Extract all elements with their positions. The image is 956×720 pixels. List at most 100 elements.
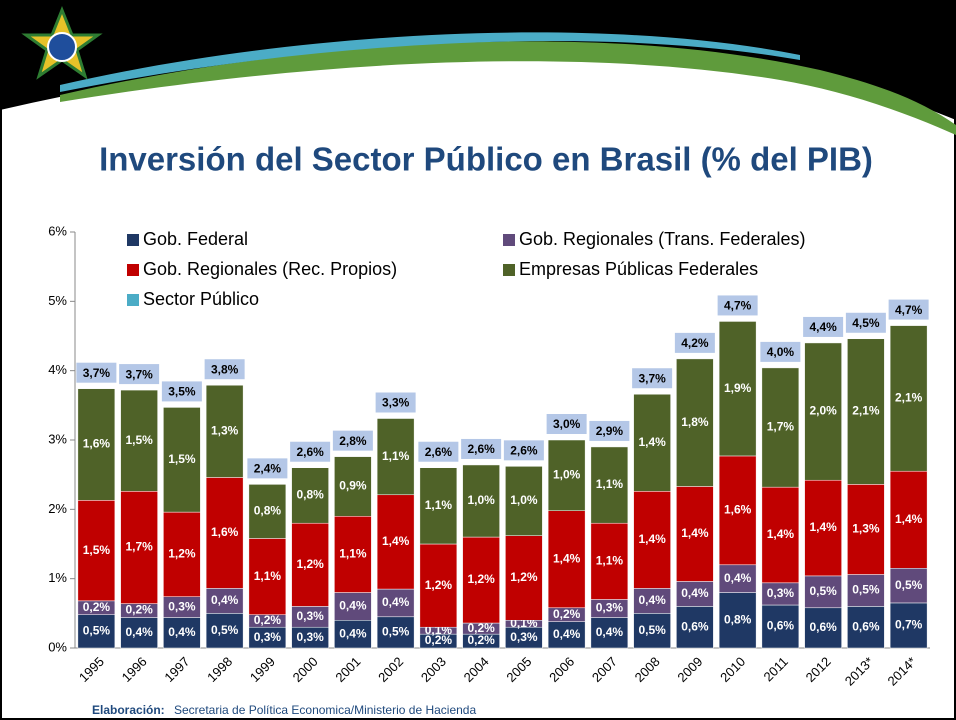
total-box bbox=[803, 316, 844, 337]
value-label: 2,1% bbox=[895, 391, 923, 405]
value-label: 0,3% bbox=[296, 609, 324, 623]
total-label: 2,4% bbox=[254, 462, 282, 476]
value-label: 0,3% bbox=[168, 599, 196, 613]
bar-segment bbox=[804, 575, 842, 609]
value-label: 1,4% bbox=[553, 551, 581, 565]
bar-segment bbox=[547, 621, 586, 649]
value-label: 1,0% bbox=[467, 493, 495, 507]
bar-segment bbox=[847, 606, 885, 649]
bar-segment bbox=[547, 510, 586, 609]
value-label: 1,1% bbox=[339, 547, 367, 561]
bar-segment bbox=[291, 467, 329, 524]
total-box bbox=[247, 458, 288, 479]
value-label: 0,2% bbox=[125, 603, 153, 617]
y-tick-label: 1% bbox=[48, 570, 67, 585]
total-label: 2,9% bbox=[596, 424, 624, 438]
value-label: 0,6% bbox=[809, 620, 837, 634]
total-box bbox=[717, 295, 758, 316]
value-label: 1,7% bbox=[767, 420, 795, 434]
y-tick-label: 6% bbox=[48, 223, 67, 238]
bar-segment bbox=[505, 535, 543, 621]
value-label: 1,0% bbox=[510, 493, 538, 507]
bar-segment bbox=[120, 389, 158, 492]
chart-title: Inversión del Sector Público en Brasil (… bbox=[99, 141, 873, 178]
value-label: 0,7% bbox=[895, 618, 923, 632]
bar-segment bbox=[590, 617, 629, 649]
value-label: 0,8% bbox=[724, 612, 752, 626]
bar-segment bbox=[633, 613, 671, 649]
bar-segment bbox=[718, 321, 757, 457]
bar-segment bbox=[248, 484, 287, 539]
value-label: 1,6% bbox=[211, 525, 239, 539]
total-label: 4,7% bbox=[724, 299, 752, 313]
value-label: 0,4% bbox=[681, 586, 709, 600]
total-box bbox=[632, 368, 673, 389]
bar-segment bbox=[847, 338, 885, 485]
bar-segment bbox=[120, 491, 158, 604]
total-box bbox=[461, 438, 502, 459]
value-label: 1,5% bbox=[125, 433, 153, 447]
bar-segment bbox=[77, 388, 116, 501]
bar-segment bbox=[676, 358, 714, 487]
value-label: 0,2% bbox=[467, 621, 495, 635]
value-label: 1,7% bbox=[125, 540, 153, 554]
total-box bbox=[161, 381, 202, 402]
bar-segment bbox=[462, 464, 500, 538]
bar-segment bbox=[163, 617, 201, 649]
bar-segment bbox=[547, 439, 586, 511]
value-label: 1,1% bbox=[382, 449, 410, 463]
value-label: 0,4% bbox=[125, 625, 153, 639]
value-label: 0,4% bbox=[168, 625, 196, 639]
bar-segment bbox=[889, 568, 928, 604]
bar-segment bbox=[761, 604, 800, 649]
value-label: 1,4% bbox=[895, 512, 923, 526]
bar-segment bbox=[590, 446, 629, 524]
value-label: 0,2% bbox=[425, 633, 453, 647]
total-box bbox=[546, 414, 587, 434]
total-label: 2,8% bbox=[339, 434, 367, 448]
total-label: 4,2% bbox=[681, 336, 709, 350]
value-label: 1,8% bbox=[681, 415, 709, 429]
bar-segment bbox=[718, 564, 757, 593]
legend-swatch bbox=[127, 234, 139, 246]
value-label: 1,2% bbox=[296, 557, 324, 571]
value-label: 1,9% bbox=[724, 381, 752, 395]
header-swoosh bbox=[60, 41, 956, 135]
value-label: 1,5% bbox=[83, 543, 111, 557]
value-label: 1,2% bbox=[425, 578, 453, 592]
total-label: 2,6% bbox=[296, 445, 324, 459]
bar-segment bbox=[205, 384, 244, 478]
value-label: 0,8% bbox=[296, 488, 324, 502]
value-label: 1,2% bbox=[510, 570, 538, 584]
total-label: 2,6% bbox=[425, 445, 453, 459]
value-label: 1,3% bbox=[211, 424, 239, 438]
value-label: 0,5% bbox=[83, 624, 111, 638]
source: Secretaria de Política Economica/Ministe… bbox=[174, 703, 476, 717]
header-swoosh-blue bbox=[60, 32, 800, 92]
y-tick-label: 4% bbox=[48, 362, 67, 377]
value-label: 0,8% bbox=[254, 504, 282, 518]
bar-segment bbox=[804, 342, 842, 481]
bar-segment bbox=[248, 538, 287, 615]
value-label: 0,6% bbox=[681, 619, 709, 633]
total-box bbox=[204, 359, 245, 380]
bar-segment bbox=[205, 613, 244, 649]
bar-segment bbox=[676, 486, 714, 582]
bar-segment bbox=[676, 606, 714, 649]
legend-label: Sector Público bbox=[143, 289, 259, 309]
header-band bbox=[0, 0, 956, 120]
total-label: 3,7% bbox=[125, 367, 153, 381]
legend-label: Gob. Regionales (Rec. Propios) bbox=[143, 259, 397, 279]
value-label: 0,5% bbox=[382, 625, 410, 639]
bar-segment bbox=[633, 491, 671, 589]
value-label: 0,4% bbox=[382, 595, 410, 609]
value-label: 0,3% bbox=[510, 630, 538, 644]
total-box bbox=[674, 332, 715, 353]
value-label: 1,3% bbox=[852, 522, 880, 536]
bar-segment bbox=[163, 407, 201, 513]
total-box bbox=[845, 312, 886, 333]
value-label: 1,1% bbox=[596, 554, 624, 568]
bar-segment bbox=[590, 522, 629, 600]
bar-segment bbox=[120, 617, 158, 649]
value-label: 1,2% bbox=[467, 572, 495, 586]
